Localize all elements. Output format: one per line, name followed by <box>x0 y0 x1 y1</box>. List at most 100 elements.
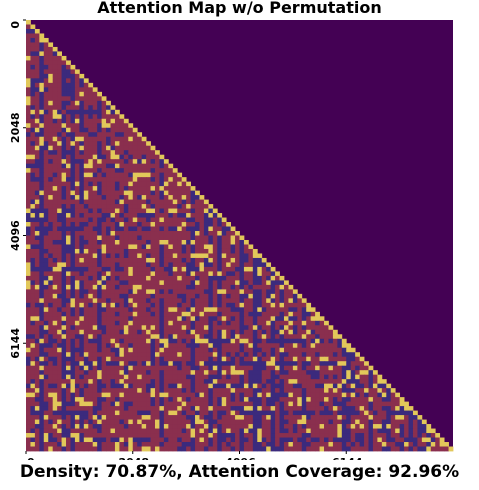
heatmap-cell <box>257 302 263 308</box>
heatmap-cell <box>141 392 147 398</box>
heatmap-cell <box>257 415 263 420</box>
heatmap-cell <box>235 406 240 411</box>
heatmap-cell <box>154 293 160 299</box>
heatmap-cell <box>163 244 169 250</box>
heatmap-cell <box>186 424 191 429</box>
heatmap-cell <box>350 415 356 420</box>
heatmap-cell <box>150 248 156 254</box>
heatmap-cell <box>70 343 76 349</box>
heatmap-cell <box>306 433 312 438</box>
heatmap-cell <box>359 442 365 447</box>
heatmap-cell <box>34 51 40 57</box>
heatmap-cell <box>119 334 125 340</box>
heatmap-cell <box>141 442 147 447</box>
heatmap-cell <box>146 235 151 241</box>
heatmap-cell <box>217 262 223 268</box>
heatmap-cell <box>43 60 49 66</box>
heatmap-cell <box>292 302 298 308</box>
heatmap-cell <box>52 141 58 147</box>
heatmap-cell <box>195 293 200 299</box>
heatmap-cell <box>97 406 103 411</box>
heatmap-cell <box>150 190 156 196</box>
heatmap-cell <box>257 289 263 295</box>
heatmap-cell <box>177 352 183 358</box>
heatmap-cell <box>52 55 58 61</box>
heatmap-cell <box>203 316 209 322</box>
heatmap-cell <box>34 271 40 277</box>
heatmap-cell <box>34 446 40 452</box>
heatmap-cell <box>83 105 89 111</box>
heatmap-cell <box>128 392 134 398</box>
heatmap-cell <box>341 374 347 380</box>
heatmap-cell <box>141 186 147 191</box>
heatmap-cell <box>275 383 280 389</box>
heatmap-cell <box>106 392 111 398</box>
heatmap-cell <box>359 361 365 367</box>
heatmap-cell <box>43 208 49 214</box>
heatmap-cell <box>163 397 169 403</box>
heatmap-cell <box>319 334 325 340</box>
heatmap-cell <box>404 437 409 443</box>
heatmap-cell <box>324 406 329 411</box>
heatmap-cell <box>88 311 94 317</box>
heatmap-cell <box>119 338 125 344</box>
heatmap-cell <box>350 361 356 367</box>
heatmap-cell <box>39 73 45 79</box>
heatmap-cell <box>150 388 156 394</box>
heatmap-cell <box>203 293 209 299</box>
heatmap-cell <box>43 320 49 326</box>
heatmap-cell <box>292 419 298 425</box>
heatmap-cell <box>141 159 147 165</box>
heatmap-cell <box>315 347 320 353</box>
heatmap-cell <box>26 428 31 434</box>
heatmap-cell <box>217 365 223 371</box>
heatmap-cell <box>123 181 129 187</box>
heatmap-cell <box>239 307 245 313</box>
heatmap-cell <box>292 298 298 304</box>
heatmap-cell <box>270 275 276 281</box>
heatmap-cell <box>328 433 334 438</box>
heatmap-cell <box>97 141 103 147</box>
heatmap-cell <box>48 231 54 236</box>
heatmap-cell <box>123 356 129 362</box>
heatmap-cell <box>110 343 116 349</box>
heatmap-cell <box>123 222 129 227</box>
heatmap-cell <box>337 388 343 394</box>
heatmap-cell <box>132 392 138 398</box>
heatmap-cell <box>186 392 191 398</box>
heatmap-cell <box>195 307 200 313</box>
heatmap-cell <box>257 343 263 349</box>
heatmap-cell <box>57 271 62 277</box>
heatmap-cell <box>177 208 183 214</box>
heatmap-cell <box>230 415 236 420</box>
heatmap-cell <box>199 329 205 335</box>
heatmap-cell <box>159 293 165 299</box>
heatmap-cell <box>83 145 89 151</box>
heatmap-cell <box>74 177 80 183</box>
heatmap-cell <box>92 150 98 156</box>
heatmap-cell <box>212 379 218 385</box>
heatmap-cell <box>79 177 85 183</box>
heatmap-cell <box>150 311 156 317</box>
heatmap-cell <box>395 397 401 403</box>
heatmap-cell <box>43 217 49 223</box>
heatmap-cell <box>114 172 120 178</box>
heatmap-cell <box>39 275 45 281</box>
heatmap-cell <box>150 235 156 241</box>
heatmap-cell <box>119 154 125 160</box>
heatmap-cell <box>154 428 160 434</box>
heatmap-cell <box>404 433 409 438</box>
heatmap-cell <box>297 419 303 425</box>
heatmap-cell <box>199 302 205 308</box>
heatmap-cell <box>106 293 111 299</box>
heatmap-cell <box>146 195 151 200</box>
heatmap-cell <box>26 231 31 236</box>
heatmap-cell <box>70 248 76 254</box>
heatmap-cell <box>119 141 125 147</box>
heatmap-cell <box>48 257 54 263</box>
heatmap-cell <box>159 428 165 434</box>
heatmap-cell <box>114 177 120 183</box>
heatmap-cell <box>79 78 85 84</box>
heatmap-cell <box>243 370 249 376</box>
heatmap-cell <box>57 105 62 111</box>
